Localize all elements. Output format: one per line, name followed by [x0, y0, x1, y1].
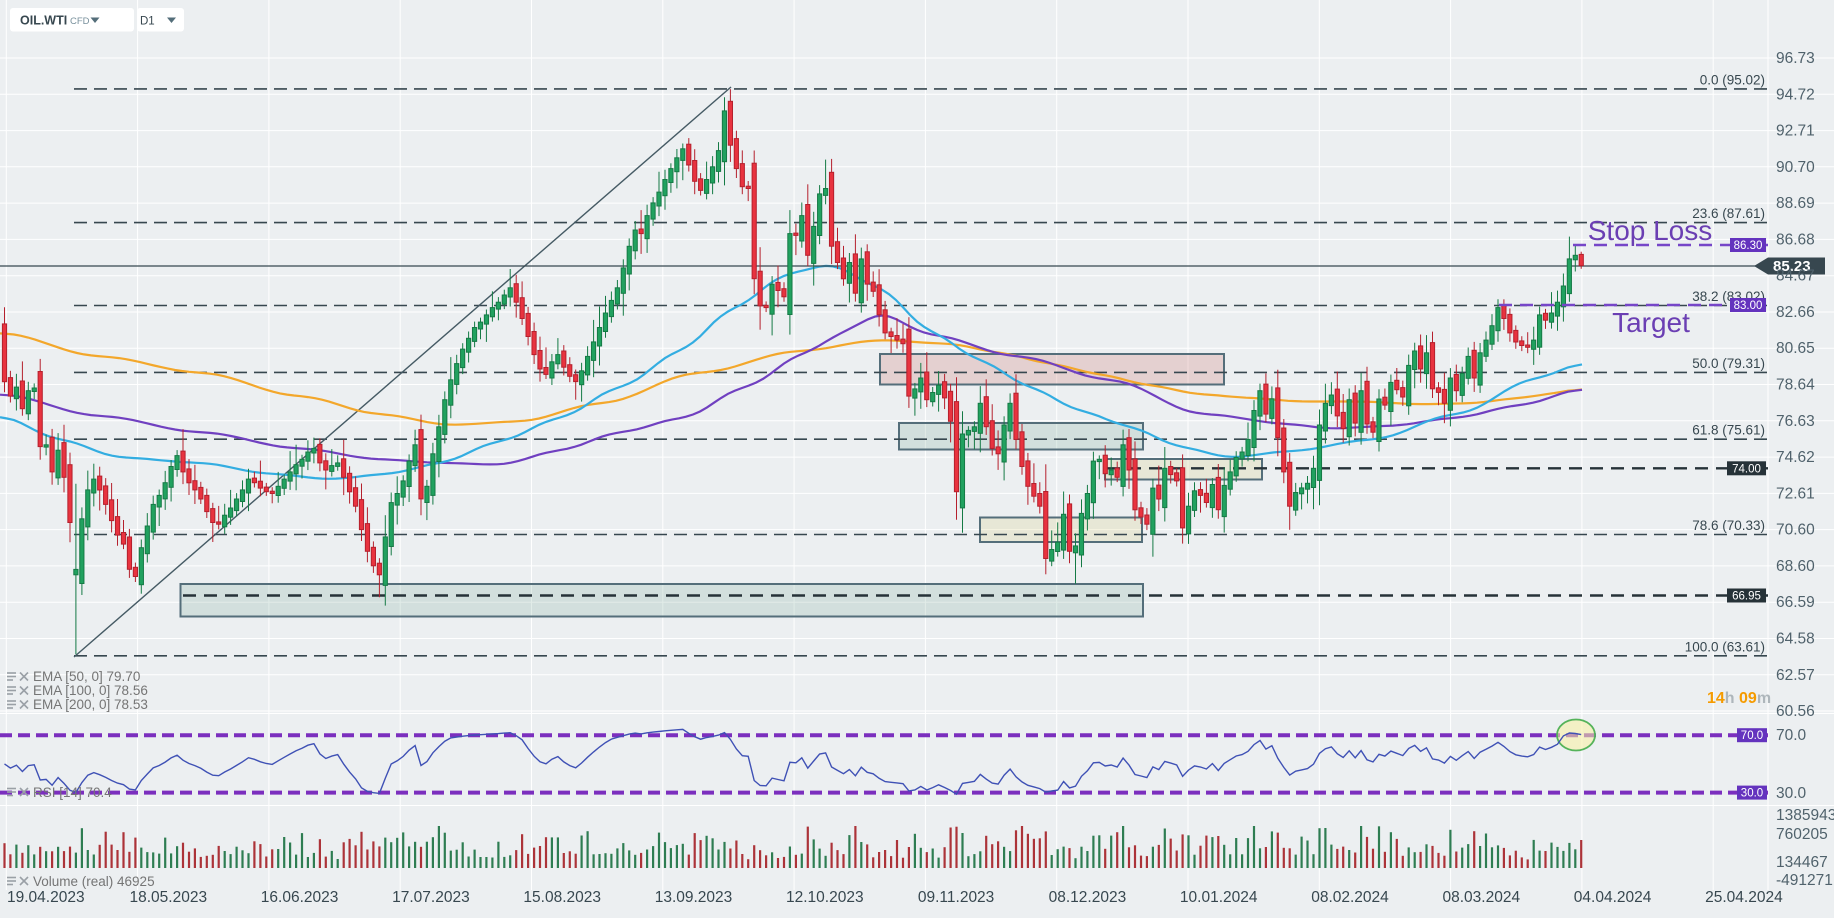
svg-text:OIL.WTI: OIL.WTI [20, 14, 67, 28]
svg-text:86.68: 86.68 [1776, 231, 1815, 248]
svg-text:94.72: 94.72 [1776, 86, 1815, 103]
svg-text:EMA [50, 0] 79.70: EMA [50, 0] 79.70 [33, 669, 140, 684]
svg-text:66.59: 66.59 [1776, 594, 1815, 611]
svg-text:04.04.2024: 04.04.2024 [1574, 889, 1652, 906]
svg-text:78.6 (70.33): 78.6 (70.33) [1692, 518, 1765, 533]
svg-text:68.60: 68.60 [1776, 558, 1815, 575]
svg-text:76.63: 76.63 [1776, 413, 1815, 430]
svg-text:61.8 (75.61): 61.8 (75.61) [1692, 423, 1765, 438]
svg-text:-491271: -491271 [1776, 872, 1833, 889]
svg-text:70.0: 70.0 [1741, 730, 1763, 742]
svg-text:0.0 (95.02): 0.0 (95.02) [1700, 72, 1765, 87]
svg-text:30.0: 30.0 [1741, 788, 1763, 800]
svg-text:D1: D1 [140, 16, 155, 28]
svg-text:82.66: 82.66 [1776, 304, 1815, 321]
svg-text:100.0 (63.61): 100.0 (63.61) [1685, 639, 1765, 654]
svg-text:1385943: 1385943 [1776, 807, 1834, 824]
svg-text:17.07.2023: 17.07.2023 [392, 889, 470, 906]
svg-text:760205: 760205 [1776, 826, 1828, 843]
svg-text:66.95: 66.95 [1732, 591, 1761, 603]
svg-text:78.64: 78.64 [1776, 377, 1815, 394]
svg-text:08.02.2024: 08.02.2024 [1311, 889, 1389, 906]
svg-text:86.30: 86.30 [1734, 240, 1763, 252]
svg-text:14h 09m: 14h 09m [1707, 690, 1771, 707]
svg-text:08.03.2024: 08.03.2024 [1443, 889, 1521, 906]
svg-text:13.09.2023: 13.09.2023 [655, 889, 733, 906]
svg-text:Target: Target [1612, 307, 1690, 338]
svg-text:RSI [14] 70.4: RSI [14] 70.4 [33, 785, 112, 800]
svg-text:23.6 (87.61): 23.6 (87.61) [1692, 206, 1765, 221]
svg-text:09.11.2023: 09.11.2023 [918, 889, 994, 906]
svg-text:EMA [100, 0] 78.56: EMA [100, 0] 78.56 [33, 683, 148, 698]
svg-text:84.67: 84.67 [1776, 268, 1815, 285]
svg-text:50.0 (79.31): 50.0 (79.31) [1692, 356, 1765, 371]
svg-text:96.73: 96.73 [1776, 50, 1815, 67]
svg-text:92.71: 92.71 [1776, 123, 1815, 140]
svg-text:EMA [200, 0] 78.53: EMA [200, 0] 78.53 [33, 697, 148, 712]
svg-text:10.01.2024: 10.01.2024 [1180, 889, 1258, 906]
svg-text:CFD: CFD [70, 16, 90, 27]
svg-text:70.0: 70.0 [1776, 727, 1807, 744]
svg-text:74.62: 74.62 [1776, 449, 1815, 466]
svg-text:18.05.2023: 18.05.2023 [130, 889, 208, 906]
svg-text:30.0: 30.0 [1776, 785, 1807, 802]
svg-text:83.00: 83.00 [1734, 300, 1763, 312]
svg-text:15.08.2023: 15.08.2023 [523, 889, 601, 906]
svg-text:134467: 134467 [1776, 854, 1828, 871]
svg-text:08.12.2023: 08.12.2023 [1049, 889, 1127, 906]
svg-text:60.56: 60.56 [1776, 703, 1815, 720]
svg-text:80.65: 80.65 [1776, 340, 1815, 357]
svg-text:64.58: 64.58 [1776, 631, 1815, 648]
svg-text:16.06.2023: 16.06.2023 [261, 889, 339, 906]
svg-text:12.10.2023: 12.10.2023 [786, 889, 864, 906]
svg-text:90.70: 90.70 [1776, 159, 1815, 176]
svg-text:88.69: 88.69 [1776, 195, 1815, 212]
svg-text:74.00: 74.00 [1732, 463, 1761, 475]
svg-text:Volume (real) 46925: Volume (real) 46925 [33, 874, 155, 889]
svg-text:25.04.2024: 25.04.2024 [1705, 889, 1783, 906]
svg-text:62.57: 62.57 [1776, 667, 1815, 684]
svg-text:70.60: 70.60 [1776, 522, 1815, 539]
svg-text:Stop Loss: Stop Loss [1588, 215, 1713, 246]
svg-text:72.61: 72.61 [1776, 485, 1815, 502]
svg-text:19.04.2023: 19.04.2023 [7, 889, 85, 906]
svg-text:85.23: 85.23 [1773, 258, 1811, 275]
